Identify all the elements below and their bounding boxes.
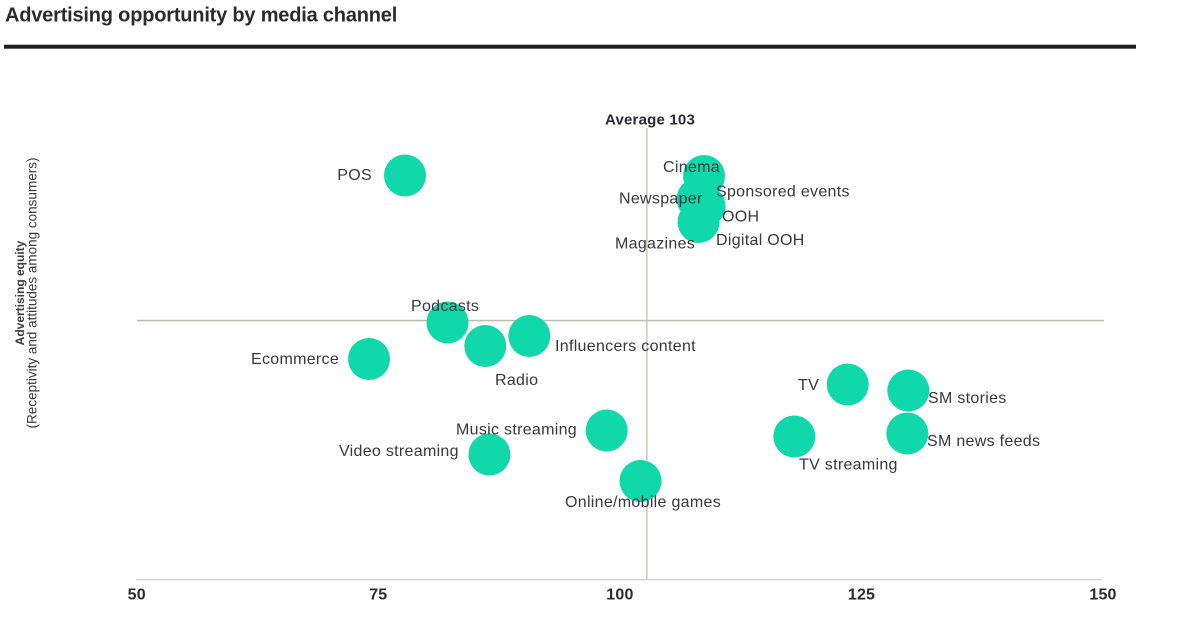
svg-text:50: 50 <box>128 587 146 604</box>
svg-text:150: 150 <box>1089 587 1116 604</box>
svg-text:SM news feeds: SM news feeds <box>927 433 1040 450</box>
svg-text:TV streaming: TV streaming <box>799 457 898 474</box>
svg-text:Ecommerce: Ecommerce <box>251 351 339 368</box>
svg-text:Radio: Radio <box>495 372 538 389</box>
svg-text:Advertising equity: Advertising equity <box>13 240 27 345</box>
svg-text:Digital OOH: Digital OOH <box>716 232 805 249</box>
svg-text:Cinema: Cinema <box>663 159 720 176</box>
svg-text:Average 103: Average 103 <box>605 112 695 129</box>
svg-text:Advertising opportunity by med: Advertising opportunity by media channel <box>5 5 397 27</box>
svg-text:Influencers content: Influencers content <box>555 338 696 355</box>
svg-text:Online/mobile games: Online/mobile games <box>565 494 721 511</box>
svg-text:OOH: OOH <box>722 209 759 226</box>
svg-text:(Receptivity and attitudes amo: (Receptivity and attitudes among consume… <box>25 158 40 429</box>
svg-text:Magazines: Magazines <box>615 236 695 253</box>
svg-text:Music streaming: Music streaming <box>456 422 577 439</box>
svg-text:Newspaper: Newspaper <box>619 191 703 208</box>
svg-text:Podcasts: Podcasts <box>411 298 479 315</box>
svg-text:75: 75 <box>369 587 387 604</box>
svg-text:TV: TV <box>798 377 819 394</box>
svg-text:Sponsored events: Sponsored events <box>716 184 850 201</box>
svg-text:100: 100 <box>606 587 633 604</box>
svg-text:SM stories: SM stories <box>928 390 1007 407</box>
svg-text:POS: POS <box>337 167 372 184</box>
svg-text:125: 125 <box>848 587 875 604</box>
svg-text:Video streaming: Video streaming <box>339 443 459 460</box>
